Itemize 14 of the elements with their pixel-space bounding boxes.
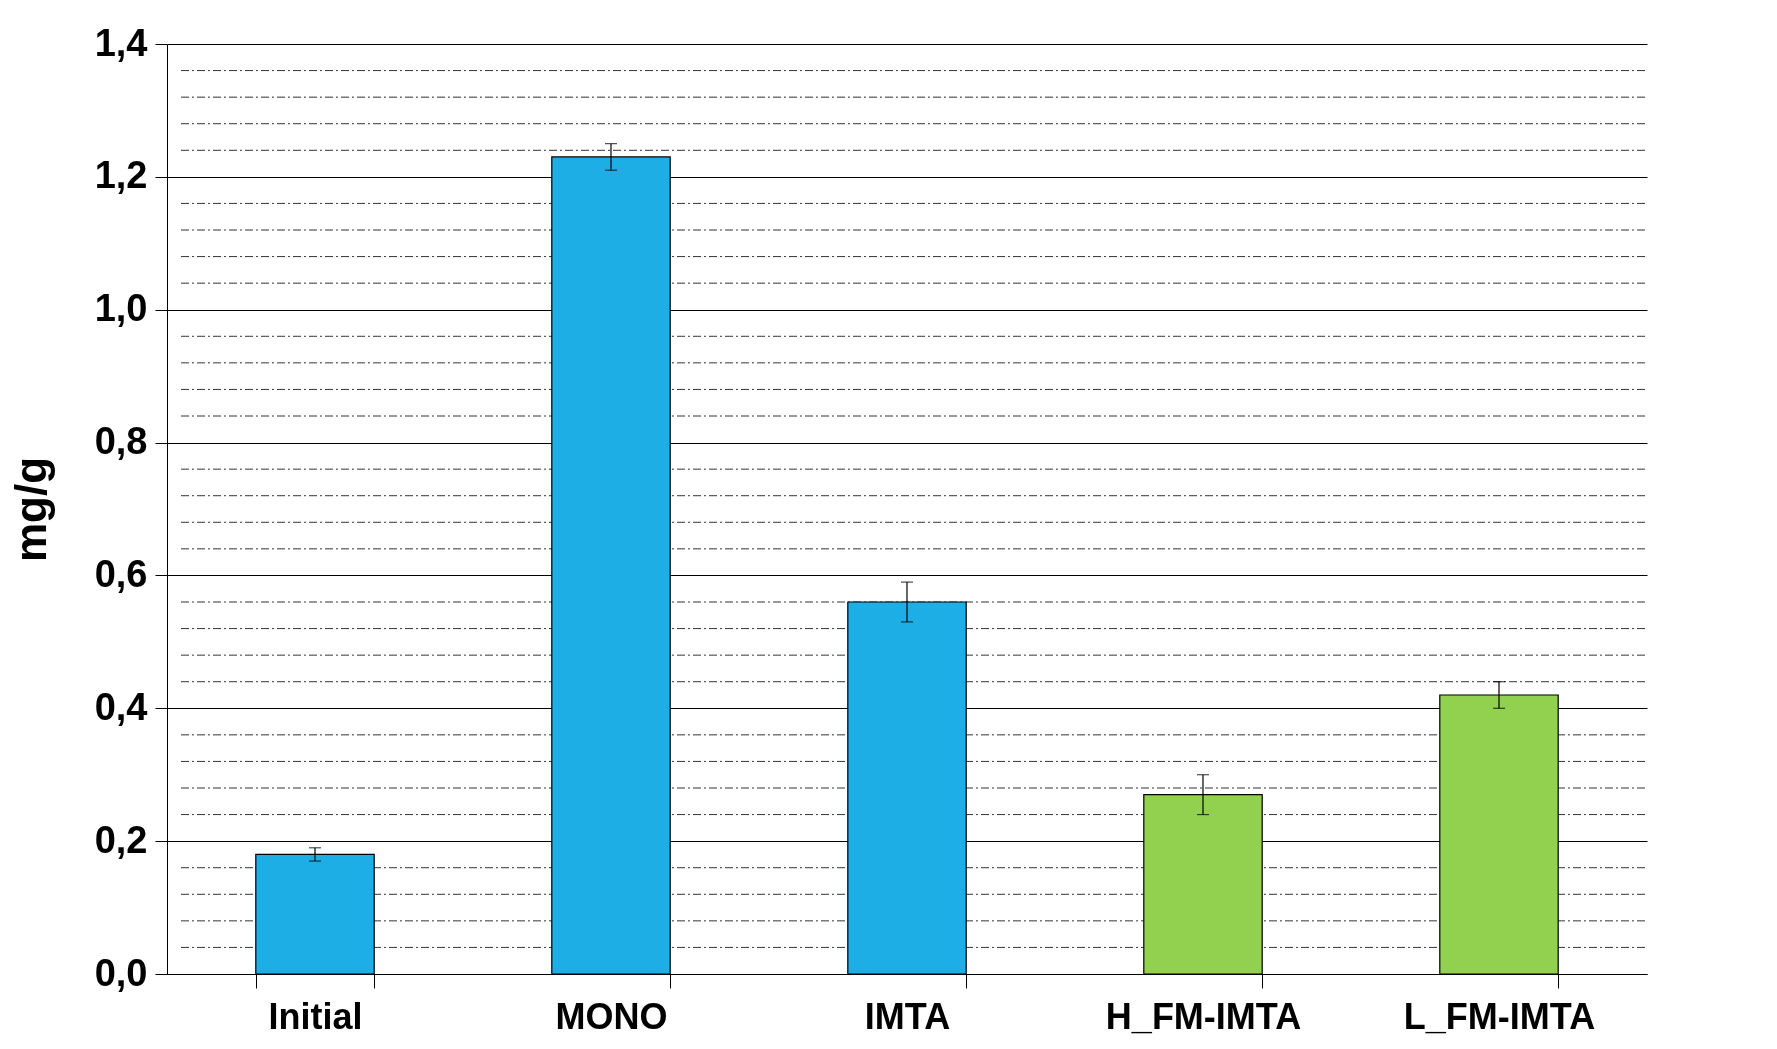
x-tick-label: IMTA [864, 995, 951, 1037]
y-tick-label: 1,2 [94, 154, 148, 197]
y-tick-label: 1,4 [94, 21, 148, 64]
y-tick-label: 0,4 [94, 685, 148, 728]
y-tick-label: 0,6 [94, 552, 148, 595]
y-tick-label: 0,8 [94, 420, 148, 463]
y-tick-label: 0,2 [94, 818, 148, 861]
y-tick-label: 1,0 [94, 287, 148, 330]
y-tick-label: 0,0 [94, 951, 148, 994]
y-axis-title: mg/g [5, 456, 55, 563]
x-tick-label: MONO [555, 995, 668, 1037]
x-tick-label: L_FM-IMTA [1403, 995, 1596, 1037]
x-tick-label: H_FM-IMTA [1105, 995, 1302, 1037]
x-tick-label: Initial [268, 995, 363, 1037]
